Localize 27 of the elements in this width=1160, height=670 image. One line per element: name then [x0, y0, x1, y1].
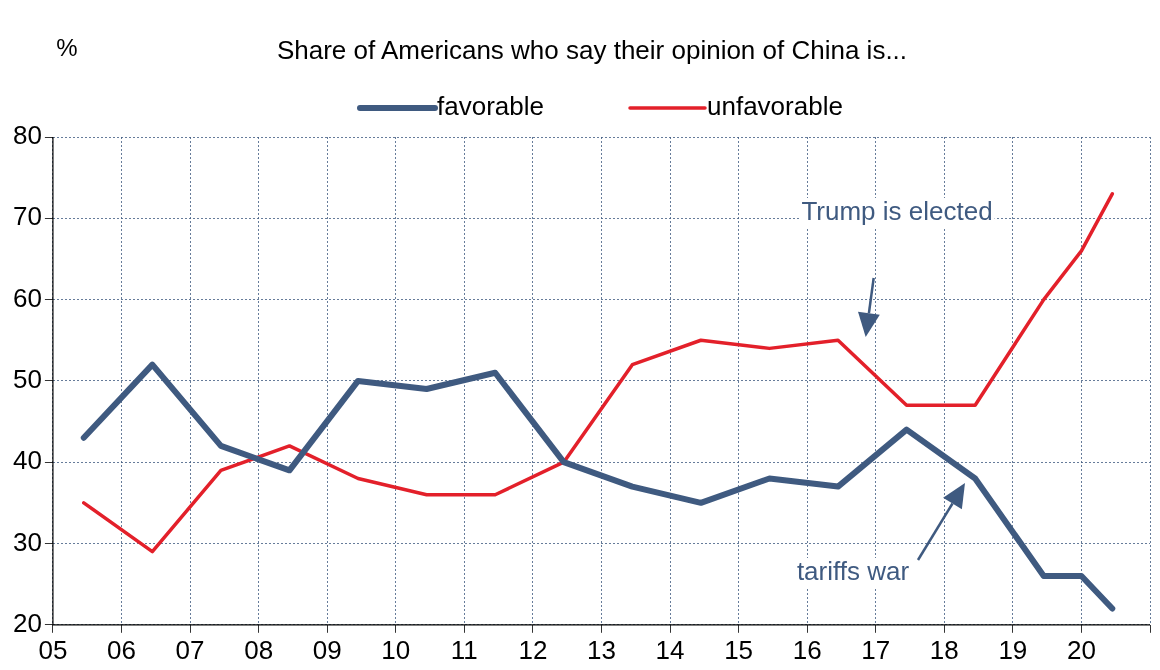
x-tick-label: 16 [792, 634, 822, 665]
x-tick-label: 06 [107, 634, 136, 665]
annotation: Trump is elected [801, 196, 993, 227]
chart-title: Share of Americans who say their opinion of China is... [276, 35, 908, 66]
x-tick-label: 07 [175, 634, 205, 665]
y-tick-label: 70 [13, 201, 42, 232]
y-tick-label: 60 [13, 282, 42, 313]
x-tick-label: 17 [861, 634, 891, 665]
y-tick-label: 40 [13, 445, 42, 476]
x-tick-label: 10 [381, 634, 411, 665]
x-tick-label: 08 [244, 634, 274, 665]
y-tick-label: 80 [13, 120, 42, 151]
legend-label: favorable [437, 91, 544, 122]
x-tick-label: 12 [518, 634, 548, 665]
annotation: tariffs war [796, 556, 910, 587]
x-tick-label: 18 [929, 634, 959, 665]
x-tick-label: 11 [450, 634, 478, 665]
legend-label: unfavorable [707, 91, 843, 122]
y-tick-label: 50 [13, 364, 42, 395]
x-tick-label: 09 [312, 634, 342, 665]
y-tick-label: 30 [13, 526, 42, 557]
x-tick-label: 15 [724, 634, 754, 665]
x-tick-label: 14 [655, 634, 685, 665]
x-tick-label: 20 [1066, 634, 1096, 665]
x-tick-label: 19 [998, 634, 1028, 665]
text: % [56, 33, 78, 61]
x-tick-label: 13 [587, 634, 616, 665]
